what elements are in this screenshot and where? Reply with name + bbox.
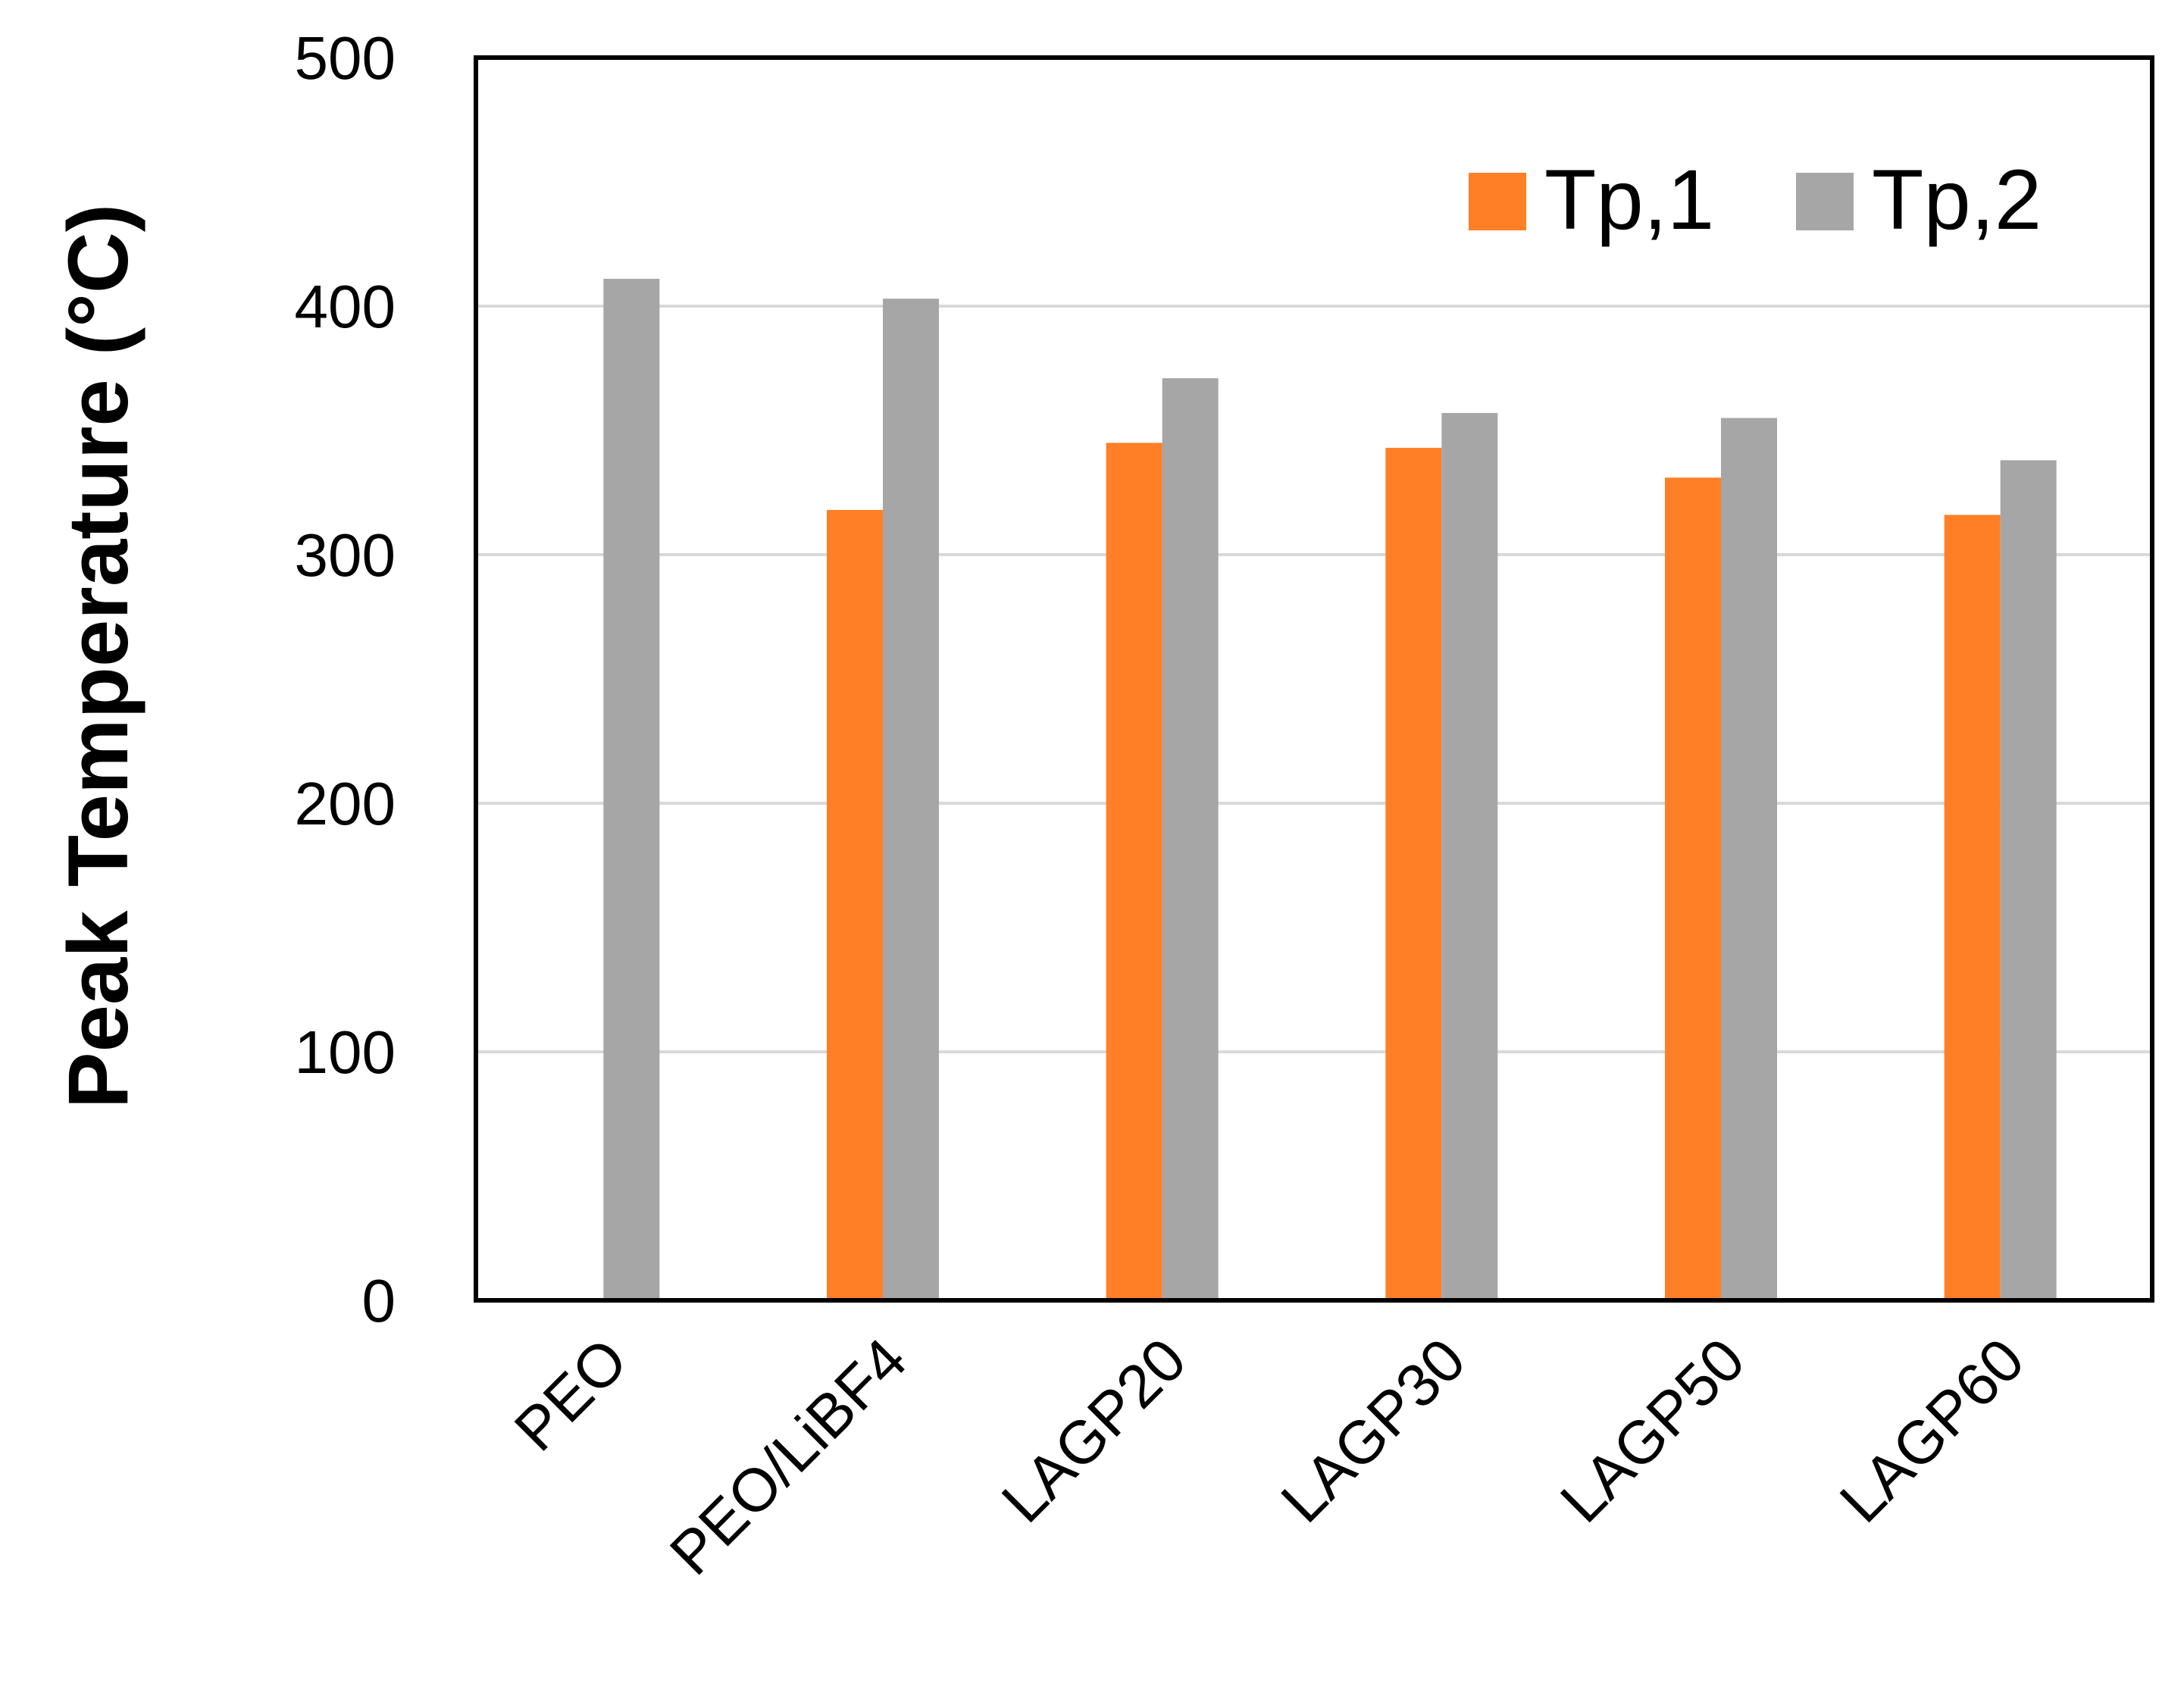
bar-tp1-lagp20 [1106, 443, 1162, 1300]
bar-tp2-lagp60 [2000, 460, 2057, 1300]
y-tick-label: 200 [295, 770, 396, 837]
bar-tp2-peo [603, 278, 660, 1300]
y-tick-label: 500 [295, 24, 396, 92]
x-tick-label: LAGP50 [1547, 1325, 1757, 1535]
legend: Tp,1 Tp,2 [1469, 152, 2042, 247]
y-tick-label: 100 [295, 1018, 396, 1086]
bar-tp1-peolibf4 [827, 509, 883, 1301]
bar-tp1-lagp30 [1385, 447, 1442, 1301]
legend-swatch [1796, 173, 1854, 230]
bar-tp2-lagp50 [1721, 418, 1777, 1300]
bar-tp1-lagp50 [1665, 477, 1721, 1300]
bar-tp2-peolibf4 [883, 299, 939, 1300]
legend-label: Tp,1 [1544, 152, 1714, 247]
y-tick-label: 300 [295, 521, 396, 589]
legend-label: Tp,2 [1872, 152, 2042, 247]
bar-tp2-lagp20 [1162, 378, 1219, 1300]
gridlines [476, 305, 2152, 1053]
x-tick-label: LAGP30 [1269, 1325, 1478, 1535]
bars [603, 278, 2057, 1301]
y-axis-label: Peak Temperature (°C) [51, 204, 145, 1109]
legend-swatch [1469, 173, 1526, 230]
x-axis-ticks: PEO PEO/LiBF4 LAGP20 LAGP30 LAGP50 LAGP60 [502, 1325, 2037, 1588]
x-tick-label: LAGP60 [1827, 1325, 2037, 1535]
x-tick-label: PEO [502, 1325, 640, 1463]
plot-frame [474, 55, 2154, 1303]
x-tick-label: PEO/LiBF4 [657, 1325, 919, 1588]
y-tick-label: 400 [295, 273, 396, 340]
y-axis-ticks: 0 100 200 300 400 500 [295, 24, 396, 1334]
y-tick-label: 0 [362, 1267, 396, 1334]
bar-tp1-lagp60 [1944, 515, 2001, 1300]
x-tick-label: LAGP20 [989, 1325, 1199, 1535]
bar-tp2-lagp30 [1441, 413, 1498, 1300]
